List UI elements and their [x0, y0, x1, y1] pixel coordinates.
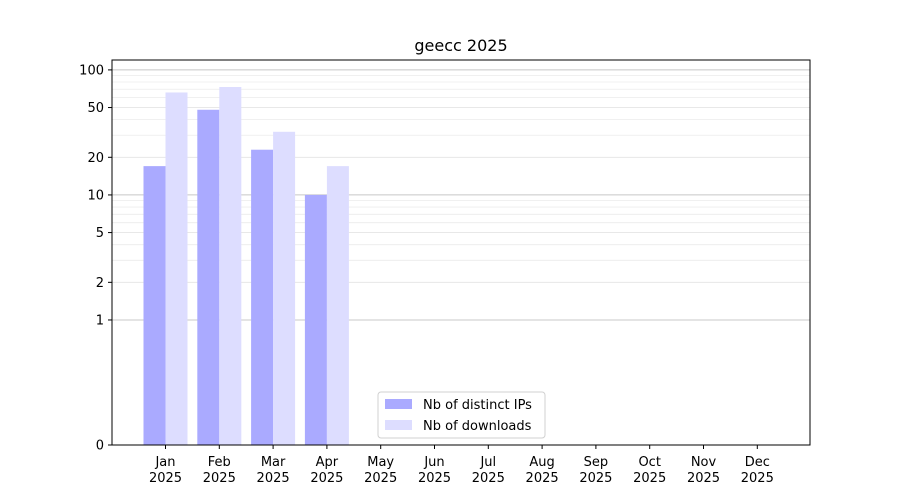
- y-tick-label: 50: [87, 101, 104, 116]
- bars-layer: [143, 86, 349, 446]
- x-tick-label: Dec 2025: [741, 455, 774, 486]
- legend-swatch: [385, 420, 412, 430]
- y-tick-label: 5: [96, 226, 104, 241]
- y-tick-label: 1: [96, 313, 104, 328]
- legend-swatch: [385, 399, 412, 409]
- x-tick-label: Jun 2025: [418, 455, 451, 486]
- legend-box: [377, 391, 546, 439]
- y-tick-label: 0: [96, 439, 104, 454]
- y-tick-label: 2: [96, 276, 104, 291]
- bar-distinct-ips: [304, 194, 327, 445]
- chart-title: geecc 2025: [414, 36, 507, 55]
- bar-distinct-ips: [251, 149, 274, 446]
- x-tick-label: Nov 2025: [687, 455, 720, 486]
- legend-label: Nb of distinct IPs: [423, 398, 532, 413]
- bar-downloads: [165, 92, 188, 446]
- bar-downloads: [219, 86, 242, 445]
- x-axis: Jan 2025 Feb 2025 Mar 2025 Apr 2025 May 2025 Jun 20…: [149, 445, 774, 486]
- x-tick-label: Feb 2025: [203, 455, 236, 486]
- legend-label: Nb of downloads: [423, 419, 532, 434]
- bar-distinct-ips: [197, 109, 220, 445]
- x-tick-label: Jan 2025: [149, 455, 182, 486]
- x-tick-label: Mar 2025: [257, 455, 290, 486]
- bar-downloads: [326, 166, 349, 445]
- x-tick-label: Sep 2025: [579, 455, 612, 486]
- plot-frame: [111, 59, 811, 446]
- y-tick-label: 10: [87, 188, 104, 203]
- x-tick-label: Apr 2025: [310, 455, 343, 486]
- y-tick-label: 100: [79, 63, 104, 78]
- y-axis: 0 1 2 5 10 20 50 100: [79, 63, 112, 454]
- y-tick-label: 20: [87, 151, 104, 166]
- bar-downloads: [273, 131, 296, 445]
- legend: Nb of distinct IPs Nb of downloads: [377, 391, 546, 439]
- x-tick-label: May 2025: [364, 455, 397, 486]
- x-tick-label: Aug 2025: [526, 455, 559, 486]
- bar-distinct-ips: [143, 166, 166, 445]
- x-tick-label: Jul 2025: [472, 455, 505, 486]
- x-tick-label: Oct 2025: [633, 455, 666, 486]
